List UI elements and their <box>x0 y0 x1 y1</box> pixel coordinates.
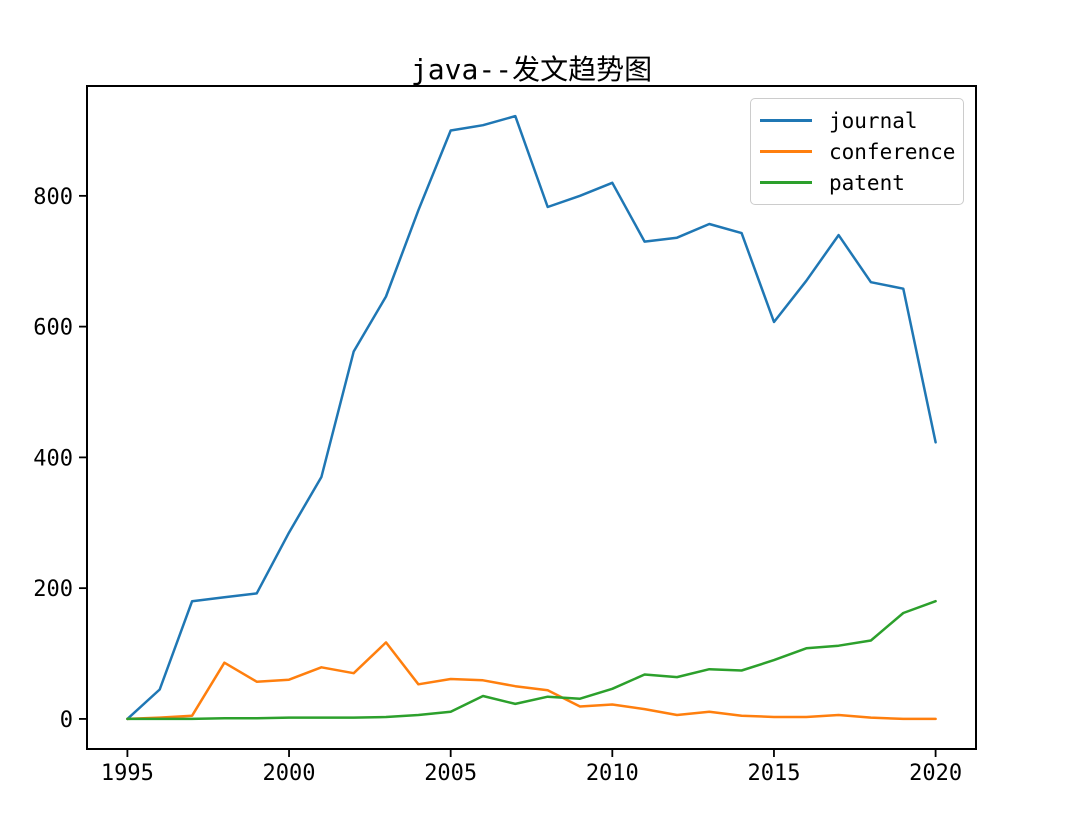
x-axis-tick-label: 1995 <box>101 761 154 786</box>
legend-label-patent: patent <box>829 170 905 195</box>
y-axis-tick-label: 600 <box>33 316 73 341</box>
legend: journal conference patent <box>750 98 964 205</box>
chart-title: java--发文趋势图 <box>410 53 653 86</box>
x-axis-tick-label: 2000 <box>263 761 316 786</box>
x-axis-tick-label: 2020 <box>909 761 962 786</box>
conference-line <box>126 641 937 721</box>
x-axis-tick-label: 2015 <box>747 761 800 786</box>
y-axis-tick-label: 800 <box>33 185 73 210</box>
plot-frame <box>86 85 977 750</box>
legend-entry-journal: journal <box>760 109 963 133</box>
patent-line-swatch <box>760 181 812 184</box>
x-axis-tick-label: 2005 <box>424 761 477 786</box>
x-axis-tick-label: 2010 <box>586 761 639 786</box>
journal-line <box>126 114 937 721</box>
journal-line-swatch <box>760 119 812 122</box>
y-axis-tick-label: 0 <box>60 708 73 733</box>
legend-entry-patent: patent <box>760 171 963 195</box>
conference-line-swatch <box>760 150 812 153</box>
legend-entry-conference: conference <box>760 140 963 164</box>
patent-line <box>126 599 937 721</box>
y-axis-tick-label: 200 <box>33 577 73 602</box>
legend-label-journal: journal <box>829 108 918 133</box>
legend-label-conference: conference <box>829 139 956 164</box>
y-axis-tick-label: 400 <box>33 446 73 471</box>
